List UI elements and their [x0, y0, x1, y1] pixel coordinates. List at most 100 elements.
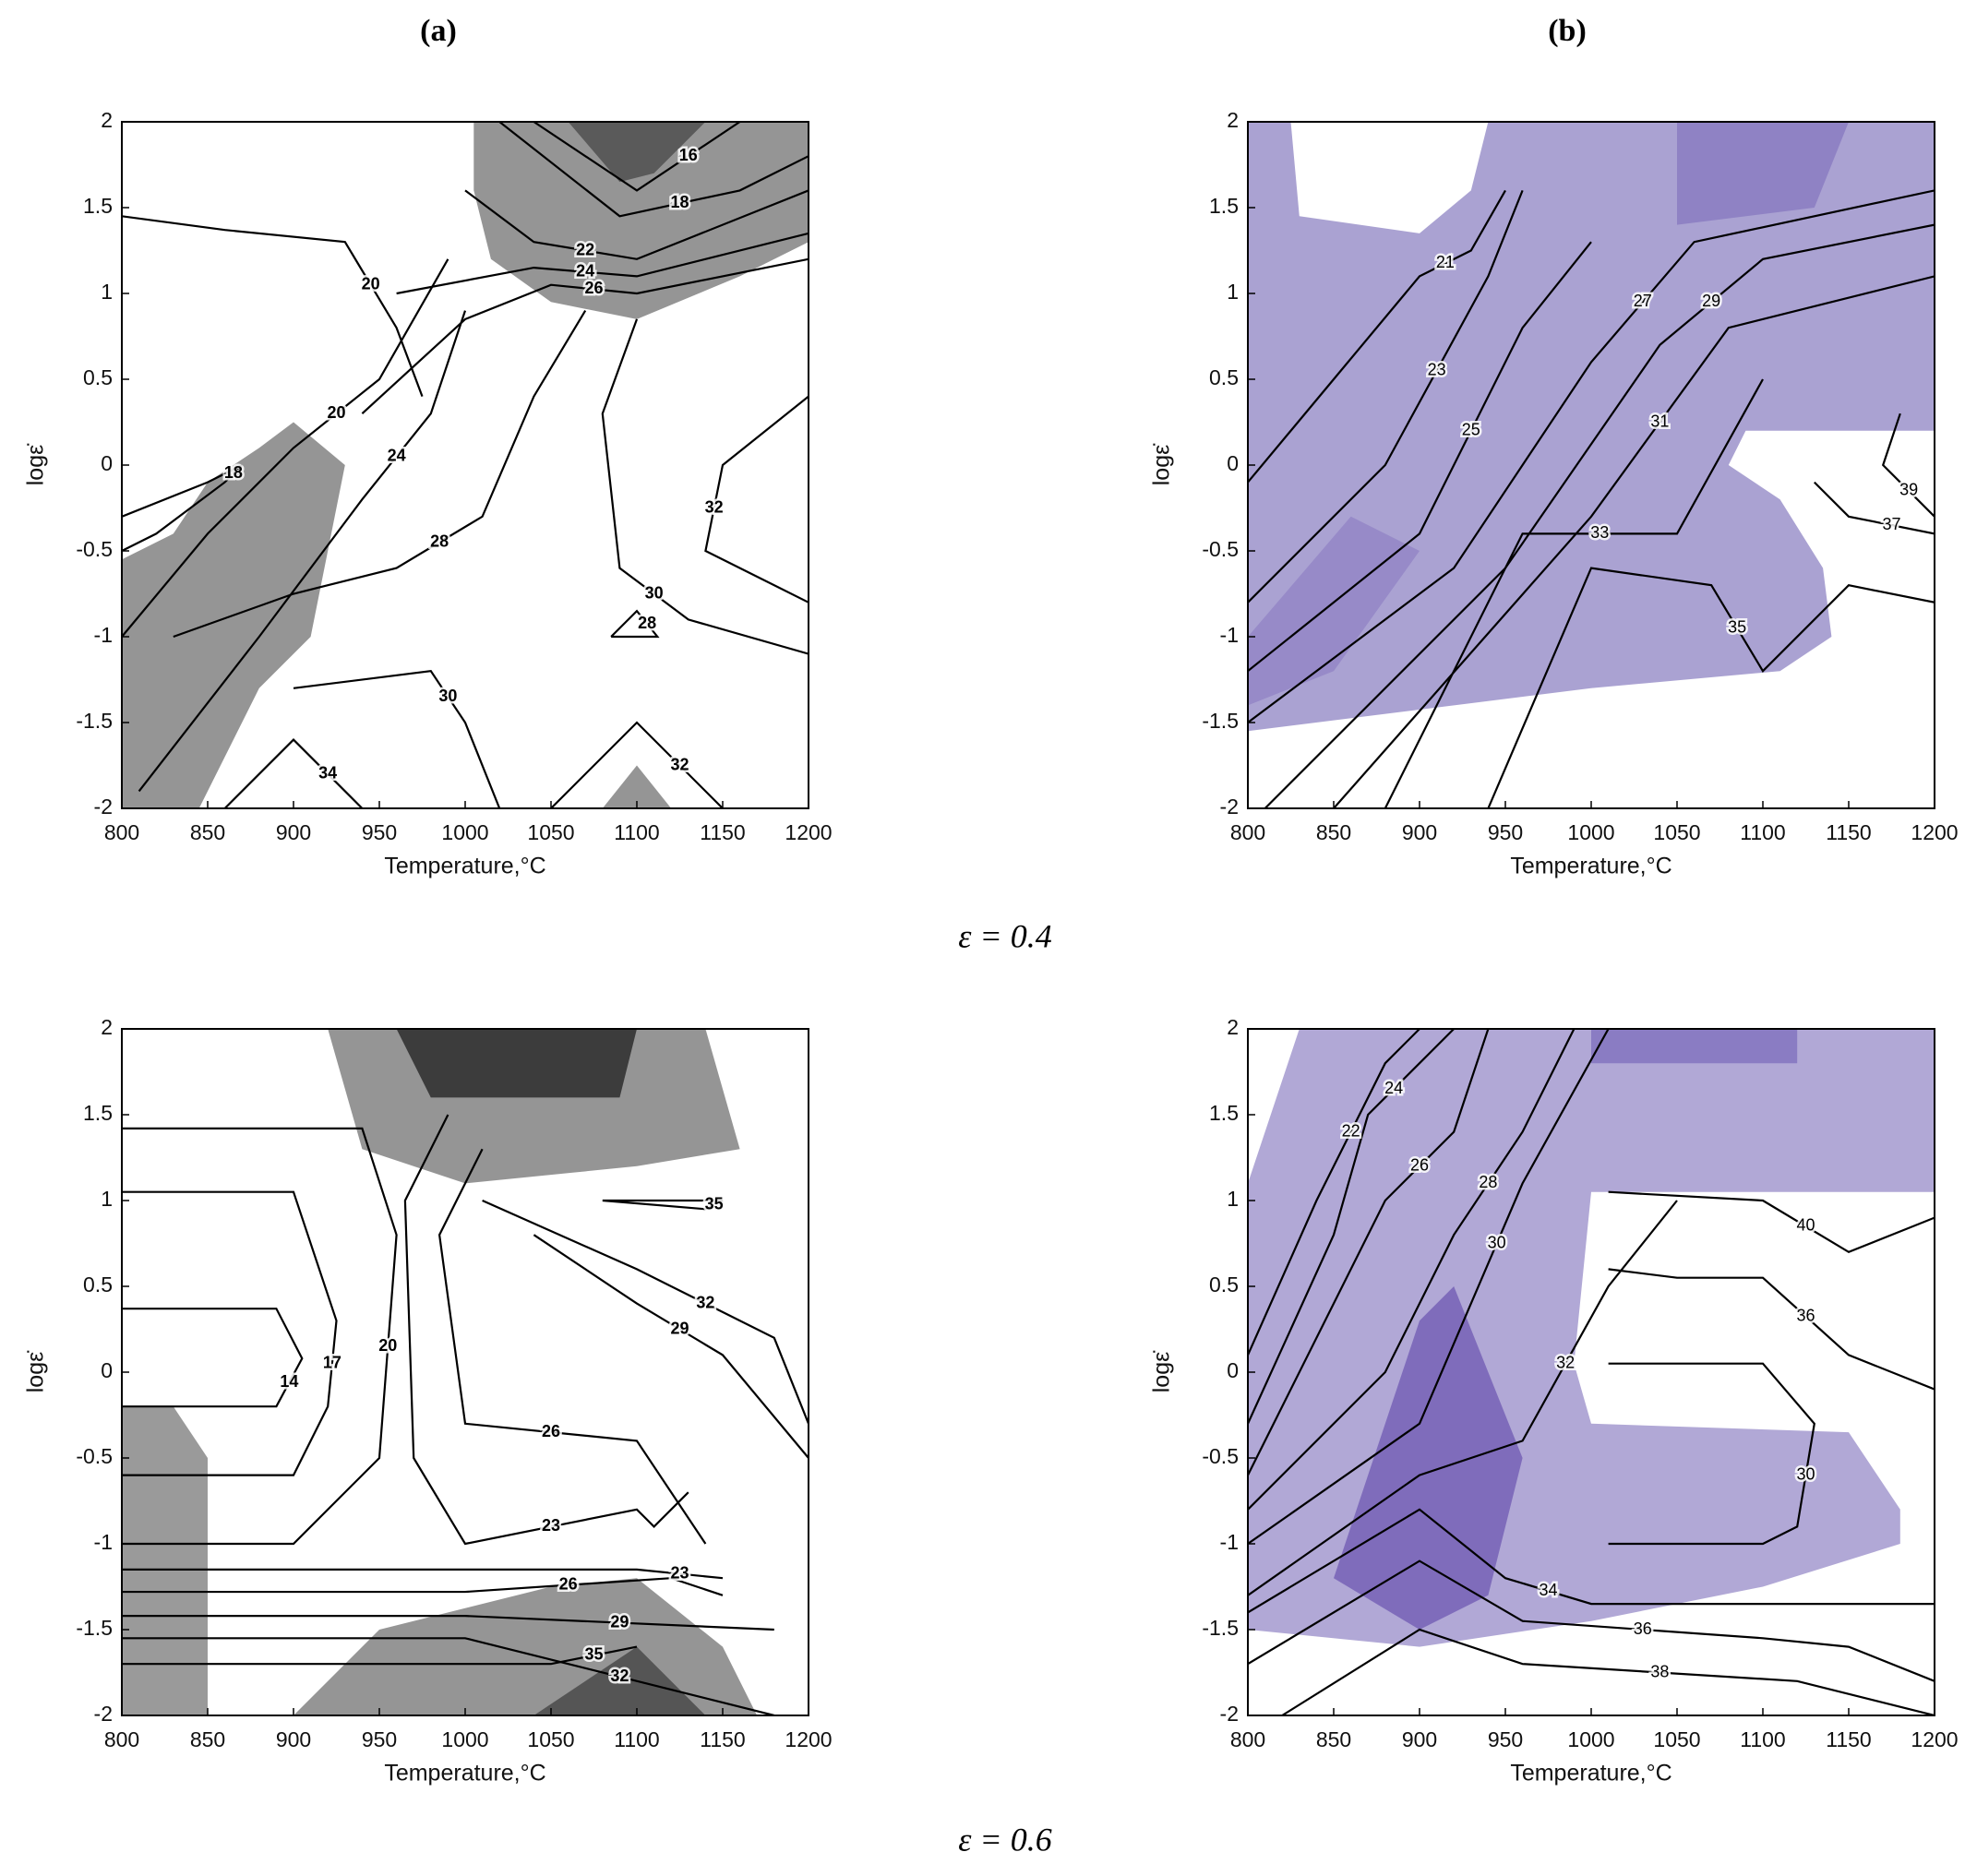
contour-line — [1248, 189, 1524, 603]
y-tick-label: 2 — [101, 1015, 113, 1039]
contour-line — [533, 1234, 809, 1459]
contour-line — [396, 232, 809, 295]
y-tick-label: 1.5 — [83, 1101, 113, 1125]
contour-line — [602, 1199, 724, 1211]
y-tick-label: 1.5 — [1209, 1101, 1239, 1125]
contour-label: 30 — [1488, 1233, 1506, 1251]
plot-area: 21 23 25 27 29 31 33 35 37 39 — [1248, 122, 1935, 808]
contour-line — [173, 310, 587, 639]
y-tick-label: 0 — [1227, 1358, 1239, 1382]
x-tick-label: 950 — [1488, 820, 1523, 844]
y-tick-label: 2 — [1227, 108, 1239, 132]
x-tick-label: 1200 — [1911, 820, 1958, 844]
contour-label: 32 — [610, 1667, 629, 1685]
x-tick-label: 900 — [276, 1727, 311, 1751]
contour-label: 35 — [584, 1645, 603, 1664]
contour-label: 23 — [542, 1516, 560, 1535]
y-tick-label: -1 — [94, 1530, 113, 1554]
contour-label: 36 — [1634, 1619, 1652, 1638]
contour-label: 24 — [576, 262, 594, 281]
y-tick-label: 1.5 — [83, 194, 113, 218]
x-axis-label: Temperature,°C — [384, 1761, 545, 1786]
contour-label: 32 — [1556, 1353, 1575, 1371]
contour-line — [498, 122, 809, 218]
contour-label: 18 — [224, 463, 243, 482]
contour-line — [223, 738, 364, 808]
row-caption: ε = 0.6 — [958, 1821, 1051, 1858]
x-tick-label: 1150 — [700, 820, 745, 844]
y-tick-label: -0.5 — [76, 1444, 113, 1468]
y-tick-label: -1.5 — [1202, 1616, 1239, 1640]
y-tick-label: -2 — [94, 795, 113, 819]
y-tick-label: 0.5 — [83, 1273, 113, 1296]
y-tick-label: 1 — [1227, 280, 1239, 304]
contour-label: 26 — [1410, 1156, 1429, 1175]
contour-line — [533, 122, 741, 192]
contour-line — [1881, 412, 1935, 518]
shaded-region — [396, 1029, 637, 1098]
contour-line — [122, 1577, 724, 1596]
x-tick-label: 800 — [104, 1727, 139, 1751]
column-label: (b) — [1548, 14, 1587, 48]
contour-line — [1248, 1029, 1576, 1511]
y-tick-label: 0 — [101, 1358, 113, 1382]
contour-label: 14 — [280, 1372, 298, 1391]
contour-line — [610, 609, 660, 639]
contour-label: 29 — [610, 1612, 629, 1631]
contour-label: 26 — [584, 279, 603, 297]
contour-label: 35 — [1728, 617, 1746, 636]
plot-area: 14 17 20 23 23 26 26 29 29 32 32 35 35 — [122, 1029, 809, 1715]
y-tick-label: -0.5 — [76, 537, 113, 561]
contour-label: 25 — [1462, 421, 1480, 439]
y-tick-label: 0.5 — [83, 365, 113, 389]
contour-label: 27 — [1634, 292, 1652, 310]
contour-line — [1608, 1362, 1815, 1546]
y-axis-label: logε̇ — [23, 443, 49, 486]
x-tick-label: 1000 — [1567, 820, 1614, 844]
contour-line — [1814, 481, 1935, 535]
x-tick-label: 1150 — [700, 1727, 745, 1751]
x-tick-label: 900 — [1402, 820, 1437, 844]
x-tick-label: 800 — [1230, 1727, 1265, 1751]
shaded-region — [1677, 122, 1849, 225]
shaded-region — [1334, 1286, 1523, 1630]
x-tick-label: 1200 — [785, 1727, 832, 1751]
contour-label: 38 — [1650, 1662, 1669, 1680]
y-tick-label: -1 — [94, 623, 113, 647]
y-tick-label: 1 — [101, 280, 113, 304]
x-tick-label: 800 — [104, 820, 139, 844]
contour-line — [1264, 223, 1935, 808]
x-tick-label: 850 — [1316, 1727, 1351, 1751]
contour-label: 23 — [670, 1563, 689, 1582]
shaded-region — [568, 122, 706, 183]
x-tick-label: 950 — [362, 820, 397, 844]
contour-line — [1248, 189, 1935, 723]
x-tick-label: 1100 — [1740, 820, 1785, 844]
contour-label: 39 — [1899, 481, 1918, 499]
contour-label: 35 — [705, 1194, 724, 1213]
contour-label: 20 — [378, 1336, 397, 1355]
x-axis-label: Temperature,°C — [384, 854, 545, 879]
contour-line — [437, 1148, 707, 1545]
shaded-region — [533, 1646, 706, 1715]
y-axis-label: logε̇ — [1149, 1350, 1175, 1393]
y-tick-label: -1 — [1220, 1530, 1239, 1554]
contour-chart: 22 24 26 28 30 32 34 36 38 40 36 30 800 850 900 950 1000… — [1149, 1015, 1959, 1786]
contour-label: 29 — [1702, 292, 1720, 310]
x-tick-label: 1150 — [1826, 1727, 1871, 1751]
contour-line — [1248, 1559, 1935, 1682]
contour-line — [1333, 275, 1935, 808]
y-tick-label: -1 — [1220, 623, 1239, 647]
x-tick-label: 1150 — [1826, 820, 1871, 844]
contour-label: 23 — [1428, 360, 1446, 378]
contour-line — [1248, 1029, 1420, 1356]
contour-line — [122, 1127, 398, 1546]
y-axis-label: logε̇ — [23, 1350, 49, 1393]
contour-line — [1608, 1268, 1935, 1391]
contour-line — [138, 310, 467, 793]
x-tick-label: 1000 — [441, 820, 488, 844]
contour-line — [122, 1645, 638, 1666]
